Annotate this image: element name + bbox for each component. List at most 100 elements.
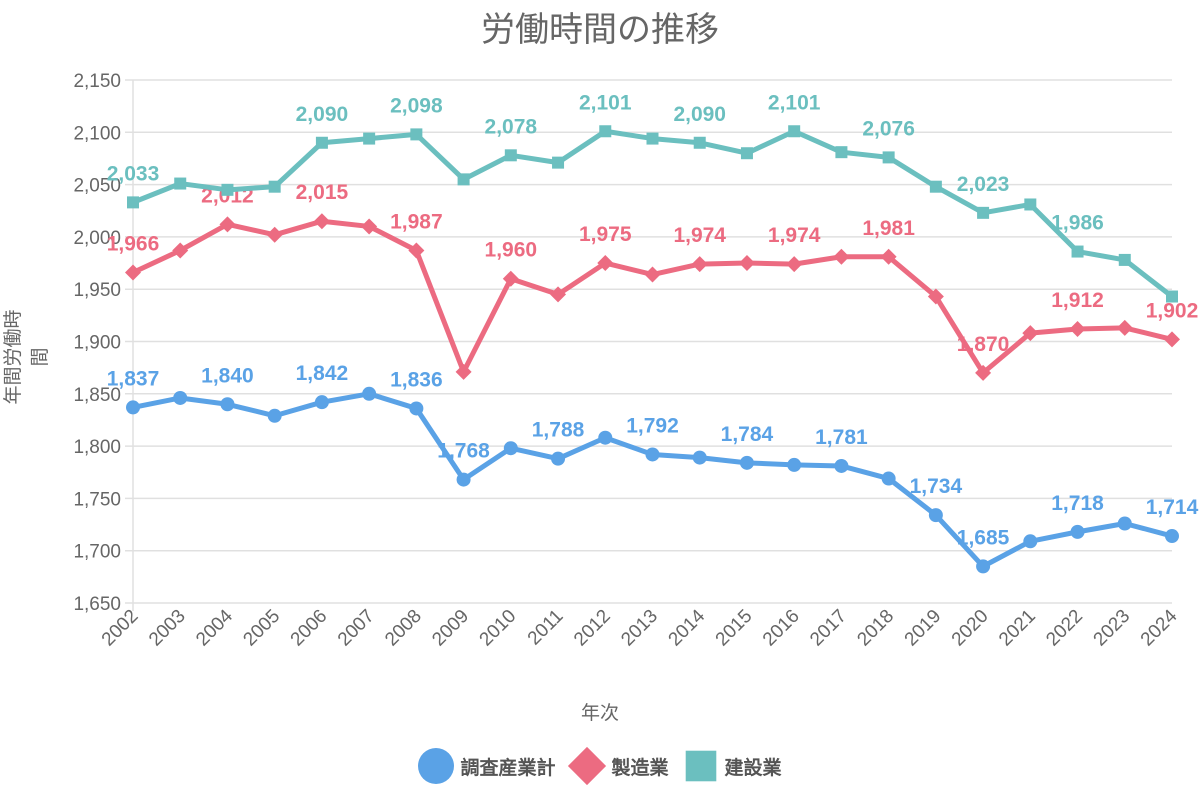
data-label: 2,098 — [390, 94, 443, 117]
data-point — [1117, 516, 1132, 531]
y-tick-label: 2,050 — [73, 176, 121, 197]
x-tick-label: 2014 — [665, 605, 710, 650]
data-point — [1164, 331, 1180, 348]
data-point — [173, 390, 188, 405]
data-point — [1070, 524, 1085, 539]
data-label: 2,101 — [579, 91, 632, 114]
x-tick-label: 2015 — [712, 606, 757, 651]
legend-label: 製造業 — [611, 756, 669, 779]
x-tick-label: 2024 — [1137, 605, 1182, 650]
data-point — [880, 248, 897, 265]
data-point — [1069, 320, 1086, 337]
data-point — [645, 447, 660, 462]
x-tick-label: 2017 — [806, 606, 851, 651]
data-point — [267, 408, 282, 423]
data-point — [409, 401, 424, 416]
x-tick-label: 2008 — [381, 606, 426, 651]
data-point — [502, 270, 519, 287]
x-tick-label: 2012 — [570, 606, 615, 651]
y-tick-label: 1,750 — [73, 489, 121, 510]
legend-item[interactable]: 建設業 — [683, 748, 782, 784]
data-point — [504, 149, 517, 162]
data-label: 1,842 — [296, 362, 349, 385]
data-label: 1,837 — [107, 367, 160, 390]
data-point — [313, 213, 330, 230]
data-point — [552, 156, 565, 169]
data-label: 1,975 — [579, 223, 632, 246]
x-tick-label: 2020 — [948, 606, 993, 651]
data-point — [314, 395, 329, 410]
y-tick-label: 2,150 — [73, 71, 121, 92]
data-label: 2,078 — [485, 115, 538, 138]
data-label: 1,986 — [1051, 212, 1104, 235]
data-point — [266, 226, 283, 243]
data-point — [835, 146, 848, 159]
data-label: 1,870 — [957, 333, 1010, 356]
data-point — [315, 136, 328, 149]
data-label: 1,974 — [768, 224, 821, 247]
data-point — [1024, 198, 1037, 211]
diamond-marker-icon — [568, 746, 607, 786]
data-label: 1,966 — [107, 232, 160, 255]
data-point — [691, 256, 708, 273]
x-axis-label: 年次 — [580, 702, 619, 724]
y-tick-label: 1,850 — [73, 385, 121, 406]
x-tick-label: 2021 — [995, 606, 1040, 651]
data-label: 1,788 — [532, 419, 585, 442]
data-label: 1,987 — [390, 210, 443, 233]
data-point — [268, 180, 281, 193]
data-point — [363, 132, 376, 145]
data-label: 2,015 — [296, 181, 349, 204]
data-point — [693, 136, 706, 149]
data-label: 1,734 — [910, 475, 963, 498]
data-label: 2,090 — [296, 103, 349, 126]
data-point — [408, 242, 425, 259]
x-tick-label: 2010 — [476, 606, 521, 651]
data-point — [1023, 534, 1038, 549]
x-tick-label: 2004 — [192, 605, 237, 650]
data-point — [692, 450, 707, 465]
data-point — [882, 151, 895, 164]
x-tick-label: 2005 — [239, 606, 284, 651]
data-point — [881, 471, 896, 486]
data-point — [455, 363, 472, 380]
y-tick-label: 1,900 — [73, 333, 121, 354]
data-label: 1,784 — [721, 423, 774, 446]
y-tick-label: 1,700 — [73, 542, 121, 563]
data-point — [221, 183, 234, 196]
x-tick-label: 2016 — [759, 606, 804, 651]
data-point — [172, 242, 189, 259]
data-label: 1,960 — [485, 239, 538, 262]
chart-title: 労働時間の推移 — [481, 10, 719, 50]
data-point — [125, 264, 141, 281]
data-point — [927, 288, 944, 305]
data-label: 1,685 — [957, 526, 1010, 549]
data-point — [738, 255, 755, 272]
data-point — [410, 128, 423, 141]
data-point — [646, 132, 659, 145]
x-tick-label: 2007 — [334, 606, 379, 651]
data-point — [929, 180, 942, 193]
legend-item[interactable]: 調査産業計 — [418, 748, 555, 784]
data-label: 1,718 — [1051, 492, 1104, 515]
data-point — [976, 559, 991, 574]
legend-label: 建設業 — [724, 756, 782, 779]
x-tick-label: 2006 — [287, 606, 332, 651]
data-label: 1,902 — [1146, 299, 1199, 322]
data-label: 1,912 — [1051, 289, 1104, 312]
data-label: 2,101 — [768, 91, 821, 114]
series-line — [131, 218, 1173, 376]
data-point — [219, 216, 236, 233]
legend-item[interactable]: 製造業 — [568, 746, 669, 786]
data-point — [975, 364, 992, 381]
data-point — [126, 400, 140, 415]
data-label: 1,974 — [673, 224, 726, 247]
data-label: 1,792 — [626, 414, 679, 437]
data-point — [977, 206, 990, 219]
y-tick-label: 2,100 — [73, 123, 121, 144]
circle-marker-icon — [418, 748, 455, 784]
legend: 調査産業計 製造業 建設業 — [0, 746, 1200, 786]
data-point — [788, 125, 801, 138]
data-point — [739, 455, 754, 470]
